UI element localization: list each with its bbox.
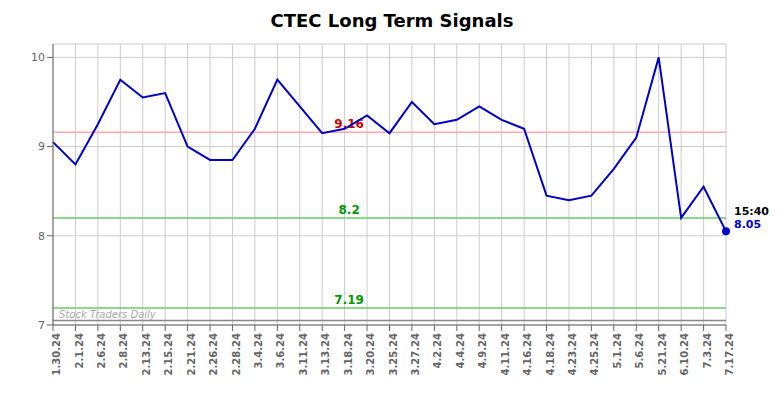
svg-text:2.1.24: 2.1.24 [74,333,85,368]
svg-text:5.1.24: 5.1.24 [612,333,623,368]
svg-text:3.18.24: 3.18.24 [343,333,354,375]
svg-text:2.26.24: 2.26.24 [208,333,219,375]
svg-text:5.6.24: 5.6.24 [634,333,645,368]
svg-text:3.20.24: 3.20.24 [365,333,376,375]
svg-text:2.21.24: 2.21.24 [186,333,197,375]
svg-text:4.25.24: 4.25.24 [590,333,601,375]
svg-text:3.4.24: 3.4.24 [253,333,264,368]
html-text:CTEC Long Term Signals: CTEC Long Term Signals [270,10,514,31]
svg-text:2.6.24: 2.6.24 [96,333,107,368]
svg-text:10: 10 [31,51,45,64]
svg-text:3.13.24: 3.13.24 [320,333,331,375]
svg-text:7.19: 7.19 [334,293,364,307]
svg-text:2.28.24: 2.28.24 [231,333,242,375]
svg-text:4.9.24: 4.9.24 [477,333,488,368]
svg-text:8.05: 8.05 [734,218,761,231]
svg-text:5.21.24: 5.21.24 [657,333,668,375]
svg-text:4.16.24: 4.16.24 [522,333,533,375]
svg-text:9.16: 9.16 [334,117,364,132]
svg-text:3.25.24: 3.25.24 [388,333,399,375]
svg-text:4.11.24: 4.11.24 [500,333,511,375]
svg-text:3.27.24: 3.27.24 [410,333,421,375]
svg-text:4.23.24: 4.23.24 [567,333,578,375]
svg-text:4.4.24: 4.4.24 [455,333,466,368]
svg-text:8.2: 8.2 [338,203,359,217]
svg-text:2.8.24: 2.8.24 [118,333,129,368]
svg-text:9: 9 [38,140,45,153]
svg-text:7.17.24: 7.17.24 [724,333,735,375]
svg-text:8: 8 [38,230,45,243]
svg-text:2.15.24: 2.15.24 [163,333,174,375]
svg-text:3.11.24: 3.11.24 [298,333,309,375]
svg-text:7.3.24: 7.3.24 [702,333,713,368]
svg-text:3.6.24: 3.6.24 [275,333,286,368]
svg-text:6.10.24: 6.10.24 [679,333,690,375]
svg-text:4.2.24: 4.2.24 [432,333,443,368]
svg-text:Stock Traders Daily: Stock Traders Daily [59,309,157,320]
svg-text:15:40: 15:40 [734,205,769,218]
svg-text:2.13.24: 2.13.24 [141,333,152,375]
svg-text:4.18.24: 4.18.24 [545,333,556,375]
svg-text:7: 7 [38,319,45,332]
svg-text:1.30.24: 1.30.24 [51,333,62,375]
